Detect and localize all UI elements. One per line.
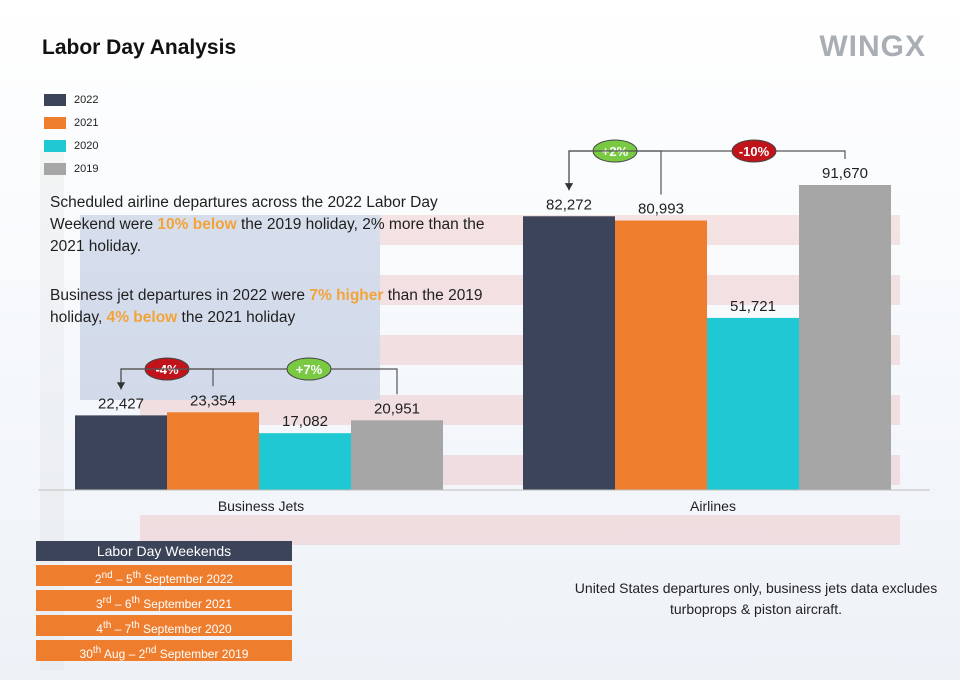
legend-swatch: [44, 162, 66, 175]
brand-logo: WINGX: [819, 30, 926, 63]
legend-item-2022: 2022: [44, 88, 98, 111]
legend-swatch: [44, 139, 66, 152]
date-suffix: nd: [101, 570, 113, 581]
data-label: 22,427: [98, 395, 144, 412]
annotation-bracket: [120, 368, 398, 395]
date-part: September 2019: [156, 647, 249, 661]
legend-item-2021: 2021: [44, 111, 98, 134]
legend-item-2020: 2020: [44, 134, 98, 157]
date-part: September 2021: [139, 597, 232, 611]
weekend-row-2020: 4th – 7th September 2020: [36, 615, 292, 636]
date-suffix: th: [131, 620, 140, 631]
text-segment: the 2019 holiday, 2% more than the 2021 …: [50, 216, 485, 255]
legend-label: 2021: [74, 116, 99, 129]
business-jet-summary-text: Business jet departures in 2022 were 7% …: [50, 285, 500, 329]
text-segment: Scheduled airline departures across the …: [50, 194, 438, 233]
legend-swatch: [44, 93, 66, 106]
date-suffix: th: [92, 645, 102, 656]
bar-airlines-2021: [615, 220, 707, 491]
annotation-arrowhead: [565, 183, 573, 191]
legend-swatch: [44, 116, 66, 129]
bar-business-jets-2019: [351, 420, 443, 490]
bar-airlines-2020: [707, 317, 799, 490]
annotation-badge: [286, 357, 332, 381]
date-suffix: rd: [102, 595, 112, 606]
highlight-text: 4% below: [106, 309, 178, 326]
bar-airlines-2022: [523, 216, 615, 491]
data-label: 23,354: [190, 392, 236, 409]
bar-business-jets-2021: [167, 412, 259, 490]
date-suffix: th: [131, 595, 140, 606]
date-part: September 2020: [139, 622, 232, 636]
text-segment: Business jet departures in 2022 were: [50, 287, 310, 304]
legend-label: 2022: [74, 93, 99, 106]
bar-business-jets-2022: [75, 415, 167, 490]
data-label: 51,721: [730, 298, 776, 315]
legend-item-2019: 2019: [44, 157, 98, 180]
legend-label: 2019: [74, 162, 99, 175]
category-label: Airlines: [690, 498, 736, 514]
data-label: 91,670: [822, 165, 868, 182]
date-part: September 2022: [141, 572, 234, 586]
date-part: Aug – 2: [101, 647, 146, 661]
date-suffix: th: [132, 570, 142, 581]
weekend-row-2021: 3rd – 6th September 2021: [36, 590, 292, 611]
highlight-text: 10% below: [157, 216, 237, 233]
annotation-text: +7%: [296, 362, 323, 377]
annotation-badge: [731, 139, 777, 163]
bar-airlines-2019: [799, 185, 891, 490]
date-suffix: th: [102, 620, 112, 631]
bar-business-jets-2020: [259, 433, 351, 490]
airline-summary-text: Scheduled airline departures across the …: [50, 192, 500, 258]
category-label: Business Jets: [218, 498, 304, 514]
chart-title: Labor Day Analysis: [42, 36, 237, 59]
text-segment: the 2021 holiday: [177, 309, 296, 326]
annotation-arrowhead: [117, 382, 125, 390]
weekends-header: Labor Day Weekends: [36, 541, 292, 561]
weekend-row-2022: 2nd – 5th September 2022: [36, 565, 292, 586]
date-part: – 7: [111, 622, 132, 636]
date-part: 2: [94, 572, 102, 586]
footnote: United States departures only, business …: [574, 580, 938, 617]
date-suffix: nd: [145, 645, 157, 656]
data-label: 80,993: [638, 201, 684, 218]
date-part: – 5: [112, 572, 133, 586]
date-part: 30: [79, 647, 93, 661]
data-label: 82,272: [546, 196, 592, 213]
labor-day-weekends-table: Labor Day Weekends 2nd – 5th September 2…: [36, 541, 292, 665]
annotation-bracket: [568, 150, 846, 191]
weekend-row-2019: 30th Aug – 2nd September 2019: [36, 640, 292, 661]
annotation-text: -10%: [739, 144, 770, 159]
text-segment: than the 2019 holiday,: [50, 287, 483, 326]
date-part: 4: [96, 622, 103, 636]
highlight-text: 7% higher: [309, 287, 384, 304]
legend-label: 2020: [74, 139, 99, 152]
data-label: 20,951: [374, 400, 420, 417]
legend: 2022 2021 2020 2019: [44, 88, 98, 180]
date-part: 3: [95, 597, 103, 611]
data-label: 17,082: [282, 413, 328, 430]
date-part: – 6: [111, 597, 132, 611]
